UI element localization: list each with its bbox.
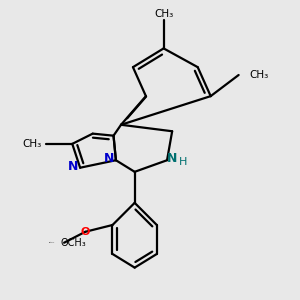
Text: N: N [104, 152, 114, 165]
Text: N: N [68, 160, 79, 172]
Text: O: O [80, 227, 90, 237]
Text: CH₃: CH₃ [23, 139, 42, 149]
Text: OCH₃: OCH₃ [61, 238, 86, 248]
Text: methoxy: methoxy [49, 242, 55, 243]
Text: CH₃: CH₃ [154, 9, 173, 19]
Text: H: H [179, 157, 188, 167]
Text: CH₃: CH₃ [250, 70, 269, 80]
Text: N: N [167, 152, 177, 165]
